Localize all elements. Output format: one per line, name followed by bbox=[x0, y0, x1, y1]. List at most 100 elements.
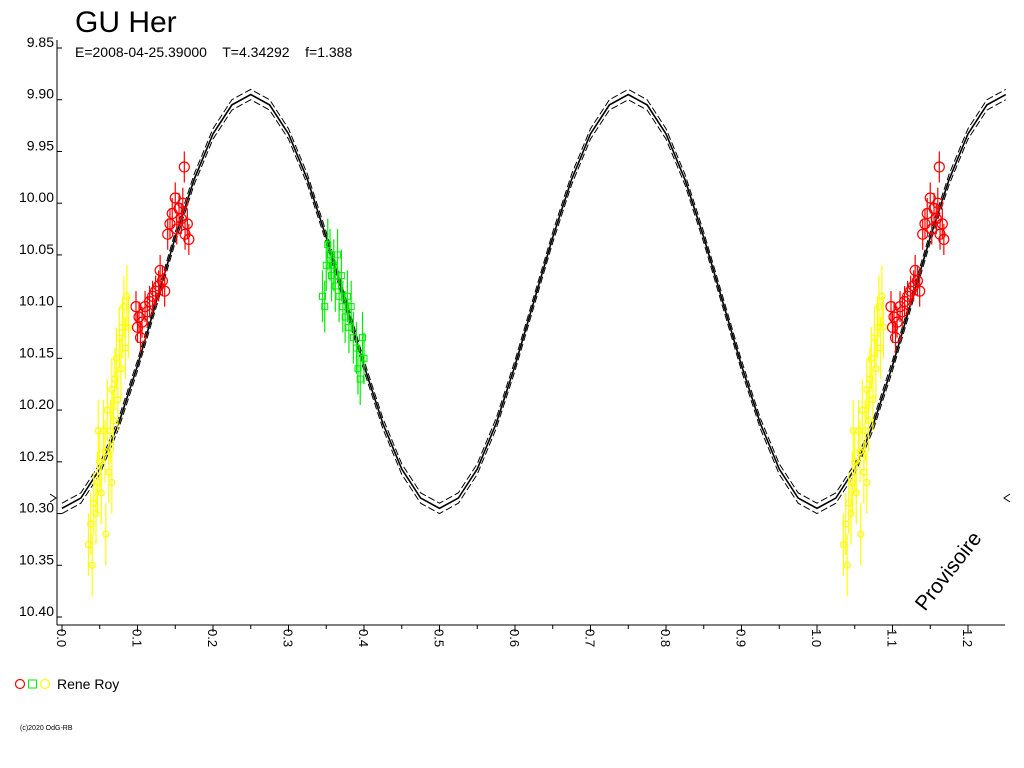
x-tick-label: 0.4 bbox=[356, 629, 371, 647]
data-point bbox=[345, 323, 353, 331]
data-point bbox=[936, 218, 948, 230]
legend-symbol bbox=[14, 678, 26, 690]
y-tick-label: 9.85 bbox=[27, 34, 54, 50]
x-tick-label: 0.3 bbox=[281, 629, 296, 647]
data-point bbox=[863, 478, 871, 487]
data-point bbox=[94, 427, 102, 435]
data-point bbox=[90, 499, 98, 507]
data-point bbox=[183, 233, 195, 245]
data-point bbox=[354, 365, 362, 373]
y-tick-label: 10.40 bbox=[19, 603, 54, 619]
marker-right bbox=[1003, 493, 1011, 503]
chart-title: GU Her bbox=[75, 6, 177, 39]
y-tick-label: 10.00 bbox=[19, 189, 54, 205]
legend-symbol bbox=[39, 678, 51, 690]
data-point bbox=[879, 323, 888, 331]
data-point bbox=[334, 251, 342, 259]
x-tick-label: 0.7 bbox=[583, 629, 598, 647]
data-point bbox=[932, 197, 944, 209]
data-point bbox=[909, 264, 921, 277]
data-point bbox=[878, 292, 886, 300]
data-point bbox=[99, 427, 108, 435]
x-tick-label: 0.2 bbox=[205, 629, 220, 647]
legend-label: Rene Roy bbox=[57, 676, 119, 692]
data-point bbox=[849, 427, 857, 435]
y-tick-label: 9.95 bbox=[27, 137, 54, 153]
data-point bbox=[347, 303, 355, 311]
data-point bbox=[108, 478, 116, 487]
data-point bbox=[341, 313, 349, 321]
data-point bbox=[851, 458, 859, 466]
y-tick-label: 9.90 bbox=[27, 86, 54, 102]
marker-left bbox=[49, 493, 57, 503]
data-point bbox=[117, 365, 125, 373]
data-point bbox=[848, 478, 857, 487]
data-point bbox=[134, 332, 147, 344]
data-point bbox=[181, 218, 193, 230]
data-point bbox=[124, 323, 133, 331]
legend-symbol bbox=[28, 679, 37, 689]
data-point bbox=[162, 228, 174, 240]
x-tick-label: 0.6 bbox=[507, 629, 522, 647]
data-point bbox=[843, 561, 851, 569]
data-point bbox=[331, 282, 339, 290]
footer: (c)2020 OdG-RB bbox=[20, 725, 73, 732]
data-point bbox=[852, 489, 860, 497]
data-point bbox=[326, 251, 334, 259]
data-point bbox=[356, 375, 364, 383]
y-tick-label: 10.35 bbox=[19, 551, 54, 567]
data-point bbox=[839, 540, 848, 549]
data-point bbox=[123, 292, 131, 300]
data-point bbox=[924, 192, 936, 204]
x-tick-label: 1.2 bbox=[960, 629, 975, 647]
data-point bbox=[847, 509, 855, 518]
chart-subtitle: E=2008-04-25.39000 T=4.34292 f=1.388 bbox=[75, 44, 352, 60]
data-point bbox=[156, 275, 169, 287]
model-envelope bbox=[61, 88, 1006, 504]
data-point bbox=[92, 509, 100, 518]
x-tick-label: 0.1 bbox=[130, 629, 145, 647]
data-point bbox=[339, 303, 347, 311]
data-point bbox=[938, 233, 950, 245]
data-point bbox=[845, 499, 853, 507]
data-point bbox=[872, 365, 880, 373]
y-tick-label: 10.05 bbox=[19, 241, 54, 257]
model-envelope bbox=[61, 99, 1006, 515]
data-point bbox=[321, 303, 329, 311]
y-tick-label: 10.30 bbox=[19, 500, 54, 516]
data-point bbox=[93, 478, 102, 487]
data-point bbox=[911, 275, 924, 287]
data-point bbox=[337, 272, 345, 280]
data-point bbox=[324, 241, 332, 249]
data-point bbox=[360, 354, 368, 362]
data-point bbox=[857, 530, 865, 538]
data-point bbox=[330, 261, 338, 269]
data-point bbox=[322, 261, 330, 269]
data-point bbox=[84, 540, 93, 549]
data-point bbox=[109, 416, 117, 425]
data-point bbox=[914, 285, 926, 297]
data-point bbox=[328, 272, 336, 280]
data-point bbox=[864, 416, 872, 425]
data-point bbox=[96, 458, 104, 466]
data-point bbox=[318, 292, 326, 300]
data-point bbox=[101, 447, 109, 456]
data-point bbox=[88, 561, 96, 569]
x-tick-label: 0.0 bbox=[54, 629, 69, 647]
data-point bbox=[178, 161, 190, 173]
data-point bbox=[885, 301, 897, 313]
data-point bbox=[159, 285, 171, 297]
x-tick-label: 1.0 bbox=[809, 629, 824, 647]
x-tick-label: 0.8 bbox=[658, 629, 673, 647]
y-tick-label: 10.10 bbox=[19, 293, 54, 309]
y-tick-label: 10.20 bbox=[19, 396, 54, 412]
y-tick-label: 10.15 bbox=[19, 344, 54, 360]
data-point bbox=[97, 489, 105, 497]
x-tick-label: 0.9 bbox=[734, 629, 749, 647]
data-point bbox=[335, 292, 343, 300]
data-point bbox=[154, 264, 166, 277]
data-point bbox=[889, 332, 902, 344]
data-point bbox=[358, 334, 366, 342]
